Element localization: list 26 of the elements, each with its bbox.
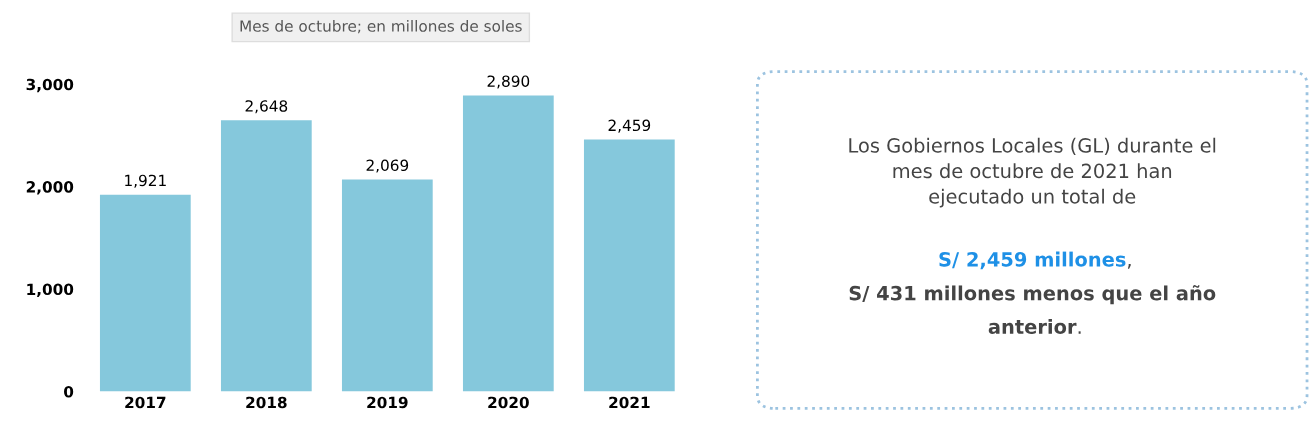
bar [462, 95, 554, 392]
text: , [1127, 263, 1131, 269]
y-tick-label: 2,000 [26, 181, 74, 195]
bar [341, 179, 433, 392]
data-label: 2,459 [608, 119, 651, 133]
bar [583, 139, 675, 392]
data-label: 2,890 [487, 75, 530, 89]
x-tick-label: 2017 [125, 396, 166, 409]
y-tick-label: 1,000 [27, 283, 74, 298]
text: Los Gobiernos Locales (GL) durante el mes de octubre de 2021 han ejecutado un total de [849, 137, 1216, 208]
x-tick-label: 2018 [246, 396, 287, 409]
bar [99, 194, 191, 392]
bar [220, 120, 312, 392]
data-label: 2,069 [366, 159, 409, 173]
text: anterior [988, 318, 1077, 335]
x-tick-label: 2021 [609, 396, 650, 409]
data-label: 1,921 [125, 174, 166, 188]
x-tick-label: 2019 [367, 396, 408, 409]
chart-subtitle: Mes de octubre; en millones de soles [240, 19, 522, 34]
x-tick-label: 2020 [488, 396, 529, 409]
text: S/ 431 millones menos que el año [849, 285, 1216, 305]
text: S/ 2,459 millones [939, 251, 1126, 270]
y-tick-label: 0 [64, 386, 74, 398]
text: . [1078, 331, 1081, 334]
y-tick-label: 3,000 [26, 78, 74, 93]
data-label: 2,648 [245, 100, 288, 114]
